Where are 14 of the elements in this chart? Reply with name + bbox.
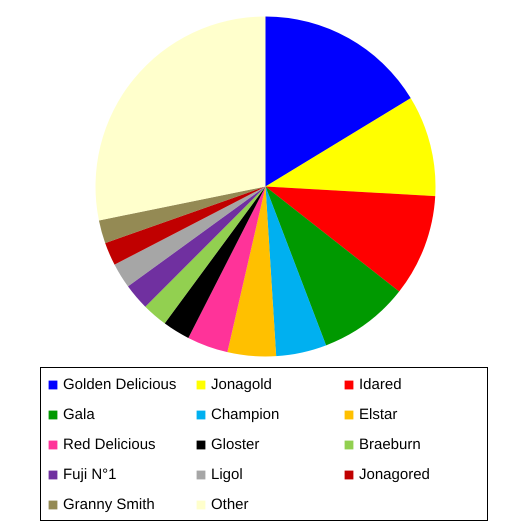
legend-label: Jonagored	[359, 464, 431, 484]
legend-label: Fuji N°1	[63, 464, 118, 484]
legend-label: Elstar	[359, 404, 398, 424]
legend-label: Idared	[359, 374, 403, 394]
legend-label: Gala	[63, 404, 96, 424]
legend-label: Champion	[211, 404, 280, 424]
legend-label: Other	[211, 494, 250, 514]
legend-label: Jonagold	[211, 374, 273, 394]
legend-label: Ligol	[211, 464, 244, 484]
legend-label: Gloster	[211, 434, 260, 454]
legend-label: Braeburn	[359, 434, 422, 454]
legend-label: Granny Smith	[63, 494, 156, 514]
legend-label: Golden Delicious	[63, 374, 178, 394]
legend-label: Red Delicious	[63, 434, 157, 454]
